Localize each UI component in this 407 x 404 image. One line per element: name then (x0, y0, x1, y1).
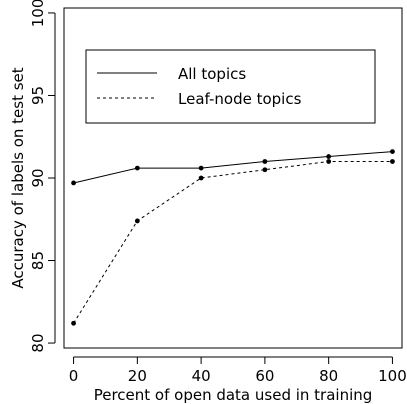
data-point-all-topics (326, 154, 332, 159)
x-axis-title: Percent of open data used in training (94, 386, 373, 404)
x-axis: 0 20 40 60 80 100 (69, 356, 407, 385)
legend-label-leaf-node-topics: Leaf-node topics (178, 90, 302, 108)
y-axis-title: Accuracy of labels on test set (9, 67, 27, 288)
x-tick-label: 20 (128, 367, 147, 385)
y-tick-label: 80 (29, 334, 47, 353)
y-tick-label: 100 (29, 0, 47, 27)
data-point-leaf-node-topics (390, 159, 395, 164)
x-tick-label: 0 (69, 367, 79, 385)
data-point-all-topics (198, 165, 204, 171)
y-tick-label: 90 (29, 168, 47, 187)
data-point-leaf-node-topics (134, 218, 140, 224)
x-tick-label: 40 (192, 367, 211, 385)
data-point-leaf-node-topics (198, 175, 204, 181)
legend-box (85, 49, 376, 124)
y-tick-label: 85 (29, 251, 47, 270)
plot-frame (63, 7, 403, 349)
data-point-all-topics (262, 159, 268, 164)
data-point-leaf-node-topics (326, 159, 332, 164)
data-point-all-topics (390, 149, 395, 154)
y-axis: 80 85 90 95 100 (29, 0, 56, 353)
legend-label-all-topics: All topics (178, 65, 246, 83)
legend: All topics Leaf-node topics (85, 49, 376, 124)
series-line-leaf-node-topics (73, 161, 393, 324)
x-tick-label: 60 (255, 367, 274, 385)
series-line-all-topics (73, 151, 393, 184)
data-point-all-topics (134, 165, 140, 171)
data-point-all-topics (71, 180, 76, 186)
y-tick-label: 95 (29, 86, 47, 105)
series-layer (71, 149, 395, 326)
x-tick-label: 100 (378, 367, 407, 385)
x-tick-label: 80 (319, 367, 338, 385)
data-point-leaf-node-topics (262, 167, 268, 173)
data-point-leaf-node-topics (71, 320, 76, 326)
